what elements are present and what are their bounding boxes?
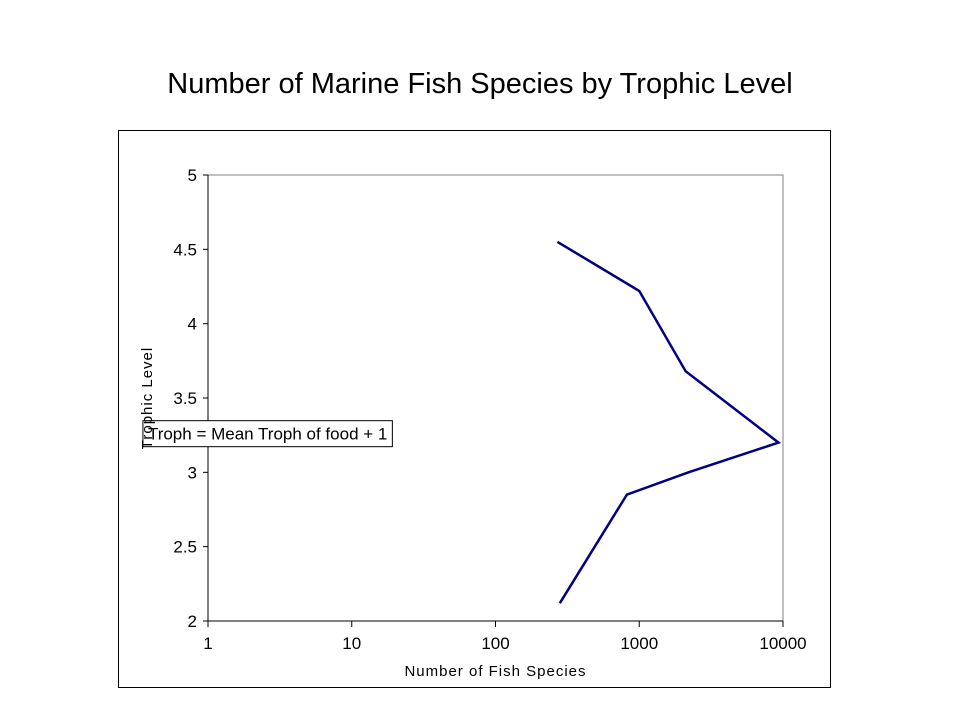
x-axis: 1 10 100 1000 10000 [203, 620, 807, 653]
x-axis-label: Number of Fish Species [404, 663, 586, 680]
y-tick-label: 3.5 [173, 389, 197, 408]
y-axis-label: Trophic Level [139, 347, 156, 450]
x-tick-label: 100 [481, 634, 509, 653]
plot-area [207, 174, 784, 622]
annotation-box: Troph = Mean Troph of food + 1 [142, 420, 393, 448]
annotation-layer: Troph = Mean Troph of food + 1 [142, 420, 393, 448]
y-tick-label: 5 [188, 166, 197, 185]
x-tick-label: 1 [203, 634, 212, 653]
series-layer [556, 240, 782, 604]
x-tick-label: 10000 [759, 634, 806, 653]
y-tick-label: 4 [188, 315, 197, 334]
y-tick-label: 2 [188, 612, 197, 631]
chart-title: Number of Marine Fish Species by Trophic… [167, 68, 793, 100]
y-axis: 2 2.5 3 3.5 4 4.5 5 [173, 166, 209, 631]
x-tick-label: 1000 [620, 634, 658, 653]
line-chart: 2 2.5 3 3.5 4 4.5 5 1 10 100 1000 10000 Troph = Me… [139, 166, 807, 680]
annotation-border [142, 420, 393, 448]
x-tick-label: 10 [342, 634, 361, 653]
y-tick-label: 4.5 [173, 240, 197, 259]
y-tick-label: 3 [188, 463, 197, 482]
chart-area: 2 2.5 3 3.5 4 4.5 5 1 10 100 1000 10000 Troph = Me… [118, 130, 831, 688]
annotation-text: Troph = Mean Troph of food + 1 [148, 425, 387, 444]
y-tick-label: 2.5 [173, 538, 197, 557]
